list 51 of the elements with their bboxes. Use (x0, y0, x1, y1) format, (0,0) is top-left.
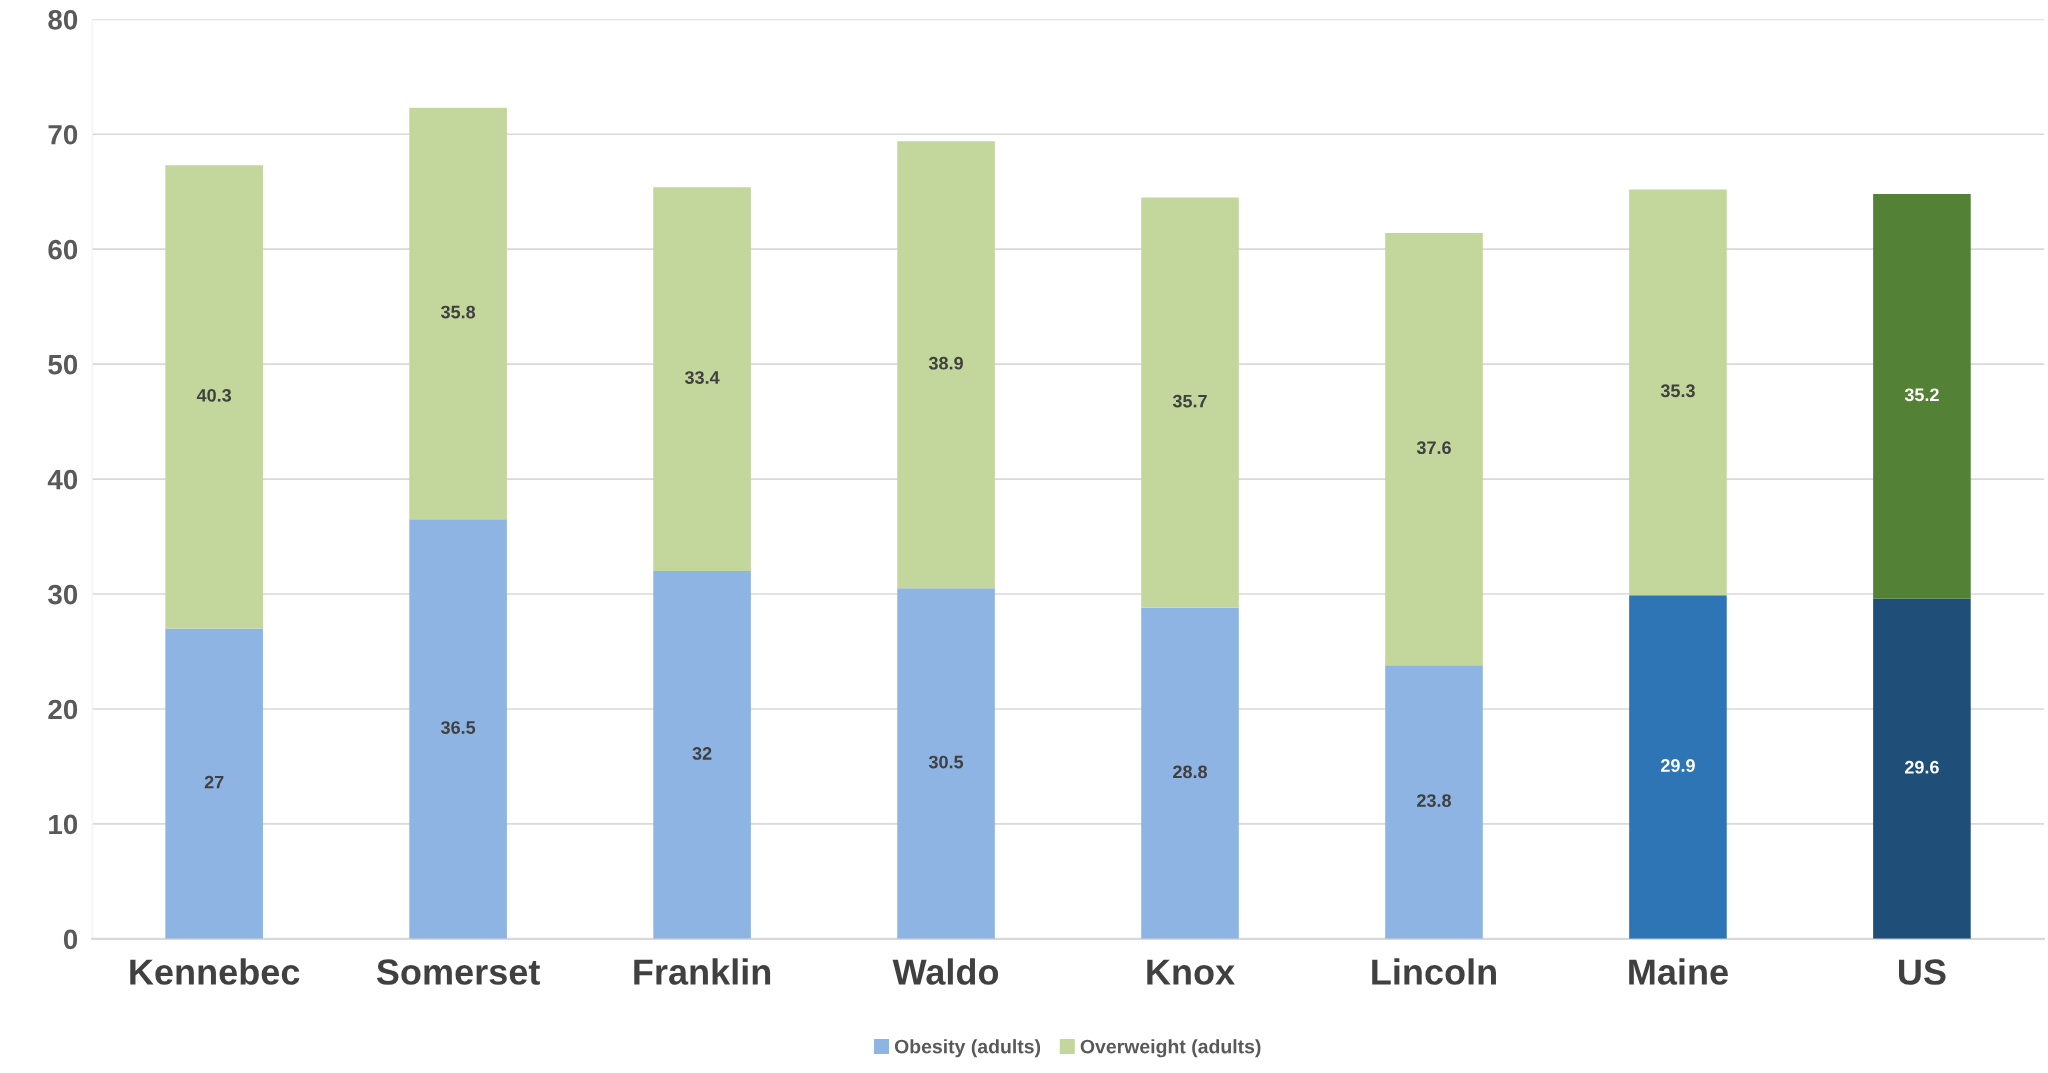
y-tick-label: 60 (48, 239, 78, 260)
y-tick-label: 80 (48, 9, 78, 30)
data-label: 38.9 (928, 356, 963, 370)
data-label: 27 (204, 775, 224, 789)
y-tick-label: 40 (47, 469, 78, 490)
bar (897, 588, 995, 939)
y-tick-label: 0 (63, 929, 78, 950)
bar (1385, 665, 1483, 939)
bar (165, 165, 263, 629)
data-label: 28.8 (1173, 765, 1208, 779)
data-label: 23.8 (1417, 794, 1451, 807)
legend-label: Obesity (adults) (894, 1039, 1041, 1058)
data-label: 33.4 (684, 371, 720, 384)
data-label: 40.3 (196, 388, 232, 402)
x-tick-label: Lincoln (1372, 958, 1496, 985)
x-tick-label: Franklin (634, 958, 771, 985)
data-label: 32 (692, 747, 712, 760)
bar (1629, 595, 1727, 939)
data-label: 35.8 (440, 305, 476, 319)
bar (653, 187, 751, 572)
data-label: 36.5 (440, 721, 476, 734)
legend-label: Overweight (adults) (1080, 1039, 1261, 1058)
bar (1385, 233, 1483, 666)
data-label: 35.3 (1660, 384, 1695, 398)
bar (653, 571, 751, 939)
x-tick-label: Somerset (376, 959, 540, 985)
y-tick-label: 50 (48, 354, 78, 375)
data-label: 35.2 (1904, 388, 1939, 402)
x-tick-label: Knox (1147, 959, 1235, 985)
x-tick-label: US (1899, 959, 1946, 985)
bar (1141, 607, 1239, 939)
y-tick-label: 10 (49, 814, 78, 835)
data-label: 37.6 (1416, 441, 1451, 455)
bar (409, 107, 507, 520)
data-label: 29.6 (1904, 760, 1939, 774)
bar (897, 141, 995, 589)
x-tick-label: Maine (1629, 958, 1728, 985)
y-tick-label: 70 (48, 124, 78, 145)
y-tick-label: 30 (48, 584, 78, 605)
bar (1873, 598, 1971, 939)
x-tick-label: Waldo (892, 958, 999, 985)
bar (409, 519, 507, 939)
bar (1629, 189, 1727, 596)
data-label: 30.5 (928, 755, 964, 769)
x-tick-label: Kennebec (130, 958, 300, 985)
data-label: 35.7 (1172, 394, 1207, 408)
y-tick-label: 20 (48, 699, 78, 720)
data-label: 29.9 (1661, 759, 1695, 772)
bar (1873, 194, 1971, 599)
bar (1141, 197, 1239, 608)
bar (165, 628, 263, 939)
